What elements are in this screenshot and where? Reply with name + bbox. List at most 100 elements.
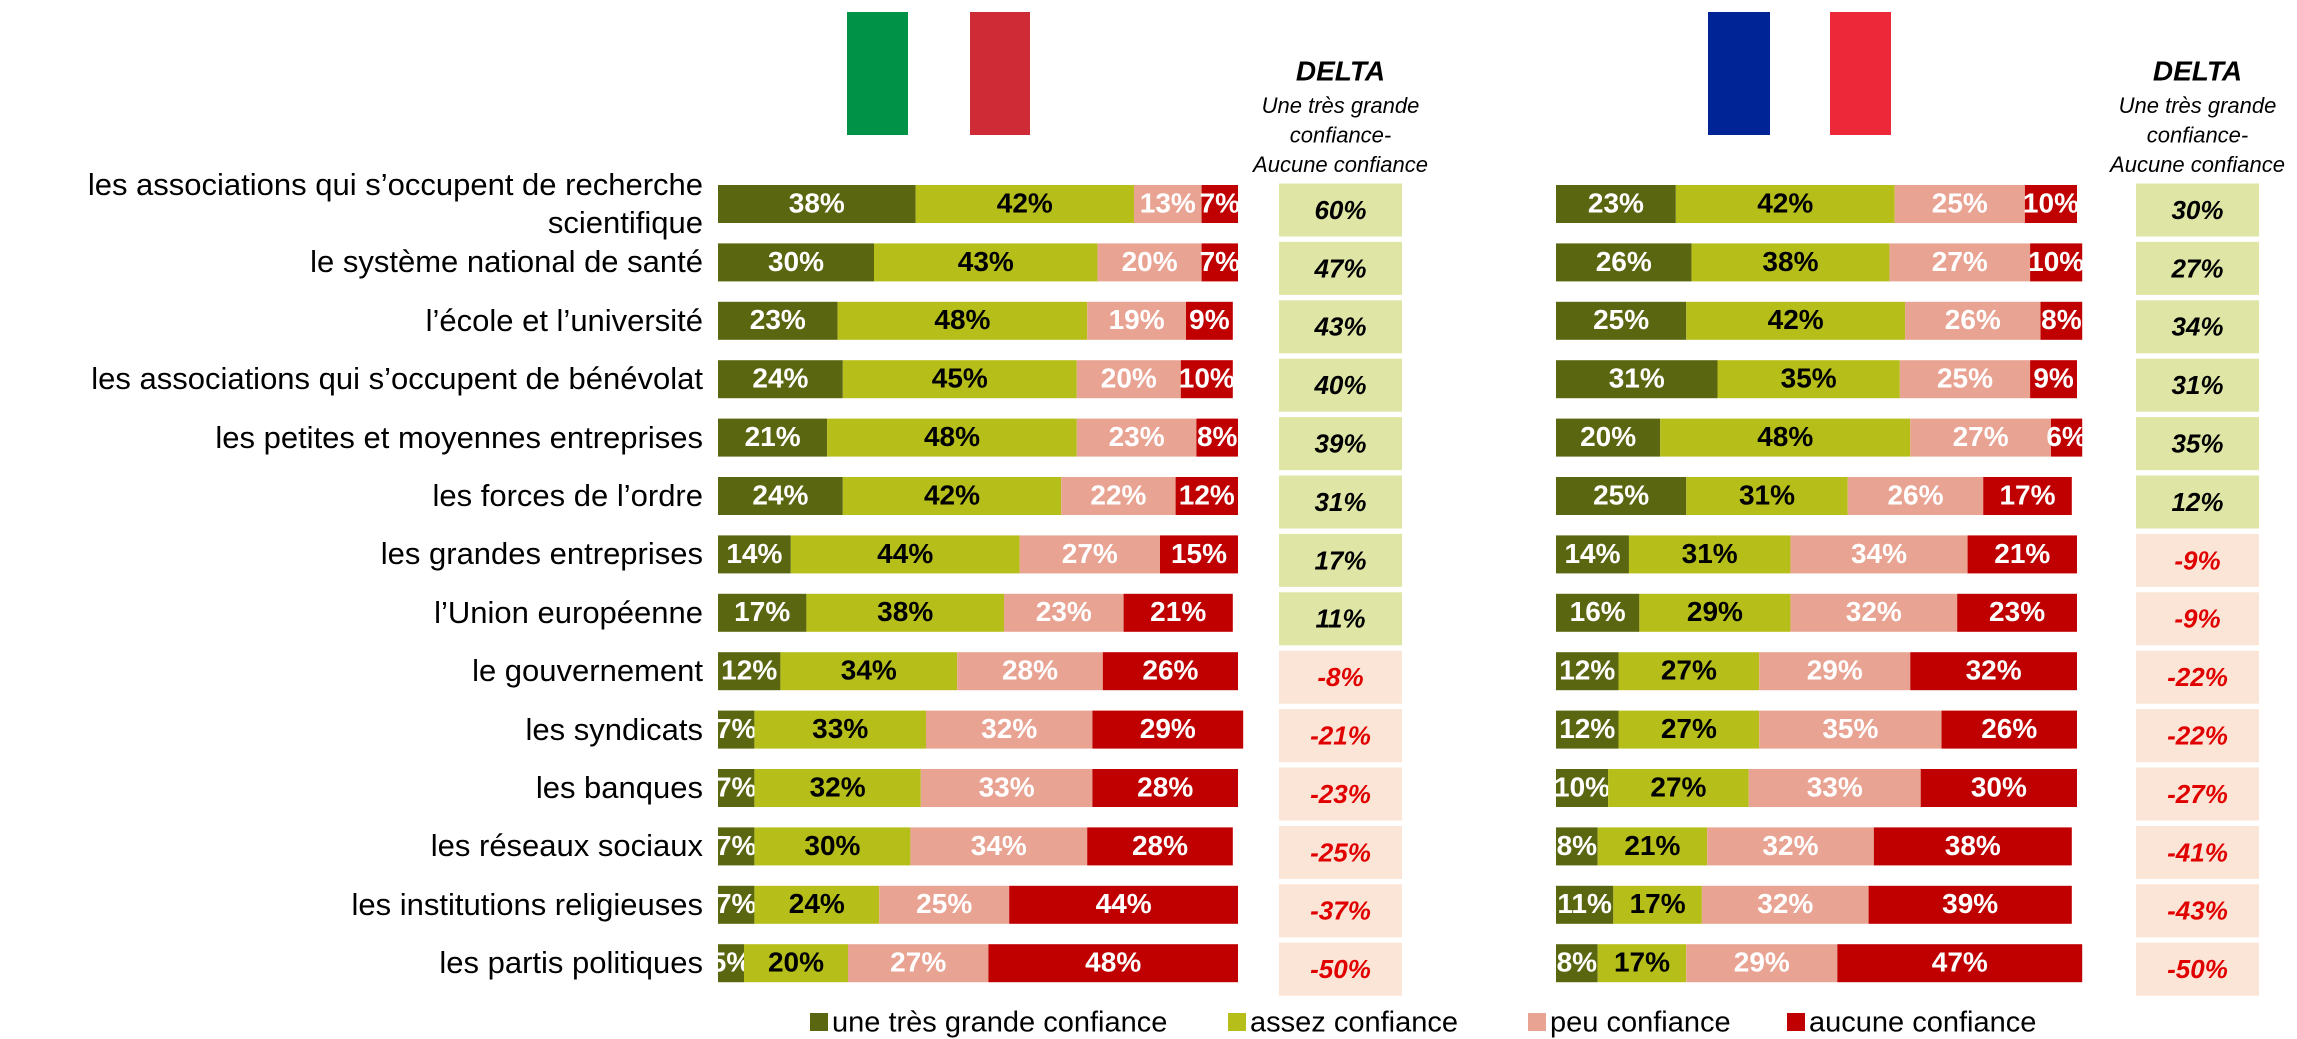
bar-segment: [1061, 477, 1176, 515]
bar-label: 32%: [1757, 888, 1813, 919]
legend-swatch: [1787, 1013, 1805, 1031]
bar-segment: [806, 593, 1004, 632]
category-label: les syndicats: [525, 711, 703, 747]
bar-segment: [874, 243, 1098, 282]
bar-label: 47%: [1932, 947, 1988, 978]
bar-segment: [1556, 652, 1619, 691]
bar-label: 31%: [1682, 538, 1738, 569]
bar-label: 42%: [1768, 304, 1824, 335]
bar-segment: [1556, 593, 1640, 632]
bar-segment: [1076, 360, 1181, 399]
bar-segment: [1894, 185, 2025, 223]
bar-segment: [1873, 827, 2072, 866]
bar-label: 10%: [1554, 771, 1610, 802]
bar-label: 14%: [1564, 538, 1620, 569]
bar-label: 8%: [1197, 421, 1238, 452]
delta-subtitle: Une très grande: [2119, 93, 2277, 118]
delta-label: 17%: [1314, 545, 1366, 575]
bar-segment: [718, 360, 843, 399]
bar-segment: [842, 477, 1062, 515]
bar-label: 48%: [924, 421, 980, 452]
bar-label: 7%: [1200, 187, 1241, 218]
bar-label: 33%: [979, 771, 1035, 802]
bar-segment: [2030, 360, 2077, 399]
bar-segment: [1790, 593, 1958, 632]
bar-segment: [827, 418, 1077, 457]
bar-segment: [1556, 185, 1676, 223]
bar-label: 29%: [1734, 947, 1790, 978]
bar-label: 16%: [1570, 596, 1626, 627]
category-label: le gouvernement: [472, 653, 703, 689]
bar-segment: [926, 710, 1093, 749]
bar-segment: [1748, 769, 1921, 807]
flag-stripe: [970, 12, 1030, 135]
bar-label: 23%: [1588, 187, 1644, 218]
bar-label: 28%: [1137, 771, 1193, 802]
bar-segment: [718, 535, 791, 574]
bar-segment: [1597, 944, 1687, 983]
bar-segment: [1837, 944, 2083, 983]
bar-segment: [1628, 535, 1791, 574]
bar-segment: [1910, 652, 2077, 691]
bar-label: 34%: [971, 830, 1027, 861]
bar-label: 38%: [877, 596, 933, 627]
bar-segment: [1556, 710, 1619, 749]
delta-box: [1279, 884, 1402, 938]
bar-label: 23%: [750, 304, 806, 335]
bar-label: 26%: [1981, 713, 2037, 744]
bar-label: 12%: [1559, 655, 1615, 686]
bar-segment: [1597, 827, 1708, 866]
bar-label: 44%: [1096, 888, 1152, 919]
bar-label: 24%: [789, 888, 845, 919]
delta-box: [1279, 767, 1402, 821]
delta-label: -50%: [1310, 954, 1371, 984]
bar-label: 38%: [1945, 830, 2001, 861]
bar-segment: [718, 769, 755, 807]
delta-subtitle: confiance-: [2147, 122, 2249, 147]
delta-box: [2136, 358, 2259, 412]
delta-label: -21%: [1310, 720, 1371, 750]
bar-segment: [1868, 885, 2072, 924]
legend-label: aucune confiance: [1809, 1007, 2036, 1039]
bar-label: 10%: [2028, 246, 2084, 277]
bar-segment: [1186, 301, 1233, 340]
bar-segment: [879, 885, 1010, 924]
bar-label: 33%: [1807, 771, 1863, 802]
bar-label: 15%: [1171, 538, 1227, 569]
bar-segment: [1201, 243, 1238, 282]
delta-subtitle: Aucune confiance: [1251, 152, 1428, 177]
flag-stripe: [1708, 12, 1770, 135]
category-label: les banques: [535, 770, 703, 806]
bar-label: 30%: [1971, 771, 2027, 802]
delta-label: -9%: [2174, 604, 2220, 634]
delta-box: [1279, 475, 1402, 529]
bar-segment: [1175, 477, 1238, 515]
delta-box: [1279, 417, 1402, 471]
bar-label: 25%: [1593, 479, 1649, 510]
bar-label: 6%: [2046, 421, 2087, 452]
delta-box: [1279, 709, 1402, 763]
bar-label: 7%: [716, 888, 757, 919]
bar-label: 32%: [1762, 830, 1818, 861]
bar-label: 12%: [1179, 479, 1235, 510]
category-label: les institutions religieuses: [351, 886, 703, 922]
bar-label: 39%: [1942, 888, 1998, 919]
bar-segment: [842, 360, 1077, 399]
category-label: les associations qui s’occupent de bénév…: [91, 361, 703, 397]
bar-segment: [1556, 418, 1661, 457]
bar-segment: [790, 535, 1020, 574]
delta-box: [1279, 183, 1402, 237]
bar-label: 23%: [1109, 421, 1165, 452]
bar-label: 25%: [916, 888, 972, 919]
bar-label: 45%: [932, 363, 988, 394]
bar-label: 29%: [1687, 596, 1743, 627]
bar-label: 32%: [810, 771, 866, 802]
bar-label: 8%: [1557, 830, 1598, 861]
delta-box: [2136, 825, 2259, 879]
bar-segment: [1123, 593, 1233, 632]
bar-label: 26%: [1887, 479, 1943, 510]
bar-label: 19%: [1109, 304, 1165, 335]
bar-label: 38%: [1762, 246, 1818, 277]
bar-segment: [1160, 535, 1238, 574]
